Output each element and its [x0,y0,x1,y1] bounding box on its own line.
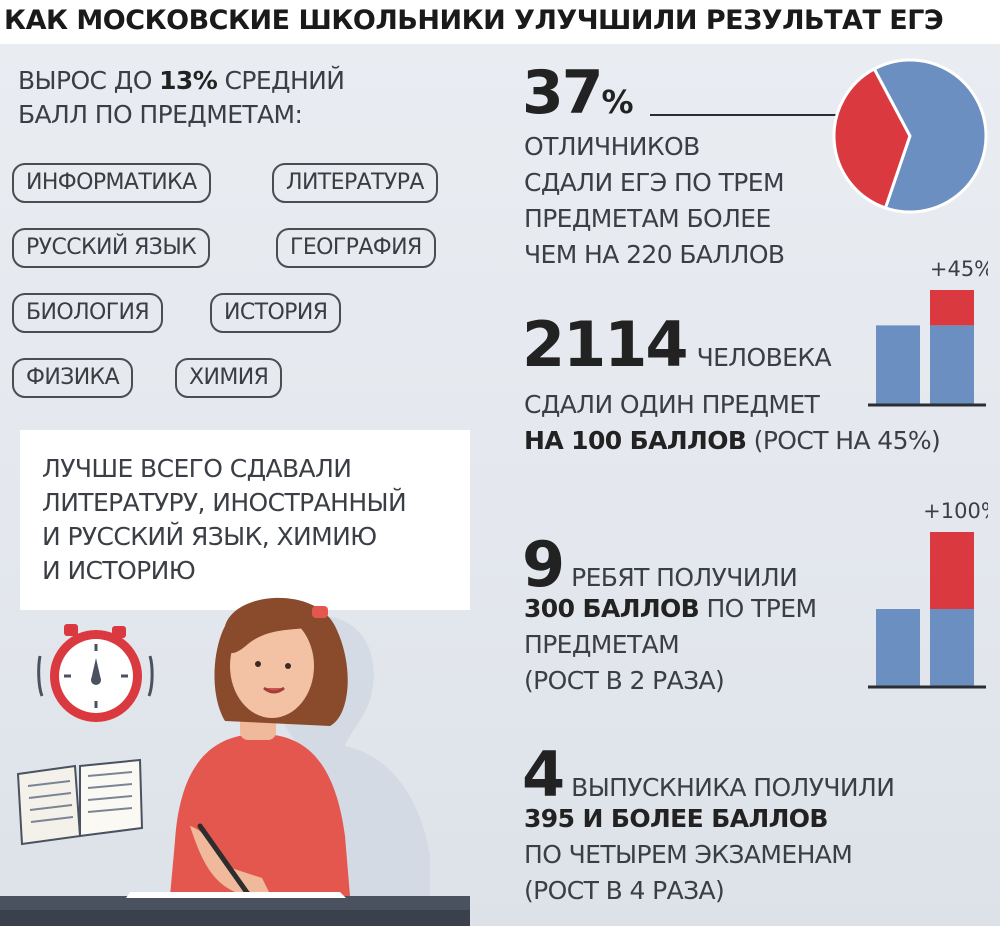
growth-line-2: БАЛЛ ПО ПРЕДМЕТАМ: [18,100,303,129]
note-box [20,430,470,610]
pie-slice-rest [872,58,988,214]
bar-base [930,609,974,686]
pie-chart [832,58,988,214]
stat4-tail: ВЫПУСКНИКА ПОЛУЧИЛИ [571,773,895,802]
stat2-rest: (РОСТ НА 45%) [746,426,941,455]
stat2-tail: ЧЕЛОВЕКА [696,343,832,372]
student-illustration [0,597,470,926]
stat1-line: СДАЛИ ЕГЭ ПО ТРЕМ [524,168,785,197]
growth-pre: ВЫРОС ДО [18,66,160,95]
stat4-value: 4 [522,738,565,811]
stat4-headline: 4 ВЫПУСКНИКА ПОЛУЧИЛИ [522,738,895,826]
stat2-bold: НА 100 БАЛЛОВ [524,426,747,455]
stat1-line: ОТЛИЧНИКОВ [524,132,700,161]
bar-base [876,609,920,686]
bar-chart-100: +100% [868,499,988,689]
stat3-line-4: (РОСТ В 2 РАЗА) [524,666,725,695]
subject-pill: ИНФОРМАТИКА [12,163,211,203]
stat2-headline: 2114 ЧЕЛОВЕКА [522,308,832,396]
stat4-line-3: ПО ЧЕТЫРЕМ ЭКЗАМЕНАМ [524,840,853,869]
stat3-line-2: 300 БАЛЛОВ ПО ТРЕМ [524,592,817,626]
note-line: ЛИТЕРАТУРУ, ИНОСТРАННЫЙ [42,488,407,517]
page-title: КАК МОСКОВСКИЕ ШКОЛЬНИКИ УЛУЧШИЛИ РЕЗУЛЬ… [4,5,944,36]
stat2-line-2: СДАЛИ ОДИН ПРЕДМЕТ [524,390,820,419]
note-line: ЛУЧШЕ ВСЕГО СДАВАЛИ [42,454,352,483]
growth-line-1: ВЫРОС ДО 13% СРЕДНИЙ [18,64,345,98]
bar-increase [930,532,974,609]
subject-pill: ФИЗИКА [12,358,134,398]
bar-chart-45: +45% [868,257,988,407]
stat3-tail: РЕБЯТ ПОЛУЧИЛИ [571,563,798,592]
subject-pill: РУССКИЙ ЯЗЫК [12,228,211,268]
stat4-line-2: 395 И БОЛЕЕ БАЛЛОВ [524,804,828,833]
stat1-line: ПРЕДМЕТАМ БОЛЕЕ [524,204,771,233]
stat1-line: ЧЕМ НА 220 БАЛЛОВ [524,240,785,269]
stat4-line-4: (РОСТ В 4 РАЗА) [524,876,725,905]
stat3-rest: ПО ТРЕМ [699,594,817,623]
stat1-leader-line [650,111,850,119]
stat3-line-3: ПРЕДМЕТАМ [524,630,680,659]
stat3-bold: 300 БАЛЛОВ [524,594,700,623]
subject-pill: БИОЛОГИЯ [12,293,164,333]
growth-value: 13% [159,66,218,95]
note-line: И ИСТОРИЮ [42,556,196,585]
bar-increase [930,290,974,326]
alarm-clock-icon [37,624,154,722]
note-line: И РУССКИЙ ЯЗЫК, ХИМИЮ [42,522,377,551]
stat2-value: 2114 [522,308,689,381]
pie-slice-highlight [832,66,912,210]
bar-base [876,325,920,404]
bar-change-label: +45% [930,257,988,281]
bar-base [930,325,974,404]
stat3-value: 9 [522,528,565,601]
stat2-line-3: НА 100 БАЛЛОВ (РОСТ НА 45%) [524,424,941,458]
subject-pill: ИСТОРИЯ [210,293,342,333]
growth-post: СРЕДНИЙ [217,66,345,95]
bar-change-label: +100% [923,499,988,523]
stat1-unit: % [601,83,634,121]
subject-pill: ХИМИЯ [175,358,283,398]
subject-pill: ЛИТЕРАТУРА [272,163,438,203]
subject-pill: ГЕОГРАФИЯ [276,228,436,268]
stat3-headline: 9 РЕБЯТ ПОЛУЧИЛИ [522,528,798,616]
stat1-value: 37 [522,58,603,128]
stat1-number: 37% [522,58,634,137]
